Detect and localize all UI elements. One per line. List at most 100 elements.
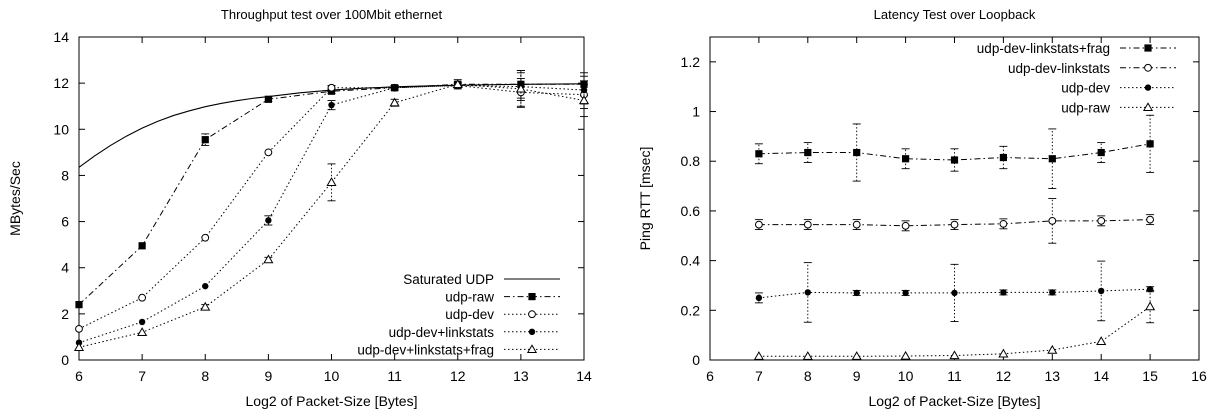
data-point xyxy=(75,301,83,309)
x-tick-label: 8 xyxy=(804,368,812,384)
series-3 xyxy=(75,78,588,333)
data-point xyxy=(138,242,146,250)
legend-swatch-marker xyxy=(1142,102,1154,112)
data-point xyxy=(327,83,336,92)
x-tick-label: 14 xyxy=(576,368,592,384)
series-line xyxy=(78,84,585,330)
series-2 xyxy=(754,198,1155,244)
x-axis-label: Log2 of Packet-Size [Bytes] xyxy=(246,393,418,409)
y-tick-label: 0.4 xyxy=(681,253,701,269)
legend-label: Saturated UDP xyxy=(403,272,494,287)
data-point xyxy=(1048,155,1056,163)
data-point xyxy=(951,289,958,297)
x-tick-label: 12 xyxy=(450,368,466,384)
legend-swatch-marker xyxy=(528,328,536,335)
data-point xyxy=(452,79,463,88)
data-point xyxy=(264,95,272,103)
legend-label: udp-raw xyxy=(445,290,494,305)
x-tick-label: 13 xyxy=(1045,368,1061,384)
legend-label: udp-dev xyxy=(445,307,494,322)
data-point xyxy=(1146,140,1154,148)
data-point xyxy=(755,294,763,302)
data-point xyxy=(265,217,272,224)
x-tick-label: 7 xyxy=(755,368,763,384)
legend-swatch-marker xyxy=(1144,84,1152,91)
data-point xyxy=(1096,336,1107,346)
data-point xyxy=(853,148,861,157)
x-tick-label: 9 xyxy=(264,368,272,384)
data-point xyxy=(998,348,1009,358)
legend-label: udp-dev+linkstats+frag xyxy=(357,342,494,357)
legend: udp-dev-linkstats+frag udp-dev-linkstats u… xyxy=(977,41,1176,115)
data-point xyxy=(201,136,209,144)
x-tick-label: 13 xyxy=(513,368,529,384)
legend-swatch-marker xyxy=(528,310,536,319)
series-3 xyxy=(754,260,1155,323)
x-tick-label: 9 xyxy=(853,368,861,384)
legend-label: udp-dev xyxy=(1061,81,1110,96)
y-axis-label: Ping RTT [msec] xyxy=(637,147,653,251)
y-tick-label: 6 xyxy=(61,214,69,230)
x-tick-label: 11 xyxy=(387,368,402,384)
x-tick-label: 14 xyxy=(1093,368,1109,384)
x-tick-label: 16 xyxy=(1191,368,1207,384)
data-point xyxy=(901,221,910,230)
series-5 xyxy=(73,70,590,351)
data-point xyxy=(1000,289,1007,296)
x-axis-label: Log2 of Packet-Size [Bytes] xyxy=(869,393,1041,409)
y-tick-label: 14 xyxy=(53,29,69,45)
series-line xyxy=(758,219,1151,227)
series-line xyxy=(78,84,585,344)
legend-label: udp-dev+linkstats xyxy=(389,325,495,340)
data-point xyxy=(1098,287,1105,295)
series-4 xyxy=(753,289,1156,360)
x-tick-label: 15 xyxy=(1142,368,1158,384)
legend-swatch-marker xyxy=(528,293,536,301)
y-tick-label: 1.2 xyxy=(681,54,701,70)
chart-title: Throughput test over 100Mbit ethernet xyxy=(221,7,443,22)
data-point xyxy=(201,233,210,242)
data-point xyxy=(804,148,812,157)
data-point xyxy=(804,289,811,296)
y-tick-label: 0 xyxy=(61,352,69,368)
y-tick-label: 2 xyxy=(61,306,69,322)
data-point xyxy=(950,220,959,229)
data-point xyxy=(389,97,400,107)
data-point xyxy=(578,95,590,105)
data-point xyxy=(1097,216,1106,225)
data-point xyxy=(326,177,337,186)
data-point xyxy=(949,350,960,360)
plot-frame xyxy=(709,36,1200,361)
y-tick-label: 0.8 xyxy=(681,153,701,169)
data-point xyxy=(515,83,526,93)
series-line xyxy=(78,83,585,168)
data-point xyxy=(1146,215,1154,224)
x-tick-label: 7 xyxy=(138,368,146,384)
y-tick-label: 8 xyxy=(61,167,69,183)
data-point xyxy=(753,351,764,360)
series-1 xyxy=(78,83,585,168)
y-tick-label: 10 xyxy=(53,121,69,137)
data-point xyxy=(755,150,763,158)
x-tick-label: 11 xyxy=(947,368,962,384)
x-tick-label: 8 xyxy=(201,368,209,384)
chart-1: Throughput test over 100Mbit ethernet 6 7 8… xyxy=(7,7,592,409)
series-4 xyxy=(75,72,588,346)
data-point xyxy=(999,219,1008,228)
y-tick-label: 12 xyxy=(53,75,69,91)
series-1 xyxy=(754,114,1155,190)
data-point xyxy=(755,220,763,229)
data-point xyxy=(1145,301,1156,311)
data-point xyxy=(202,282,209,290)
data-point xyxy=(853,289,860,297)
series-line xyxy=(758,143,1151,161)
data-point xyxy=(1146,285,1154,293)
x-tick-label: 6 xyxy=(75,368,83,384)
data-point xyxy=(1048,216,1057,225)
data-point xyxy=(999,153,1007,162)
data-point xyxy=(1049,289,1056,296)
data-point xyxy=(902,289,909,297)
data-point xyxy=(73,342,85,351)
